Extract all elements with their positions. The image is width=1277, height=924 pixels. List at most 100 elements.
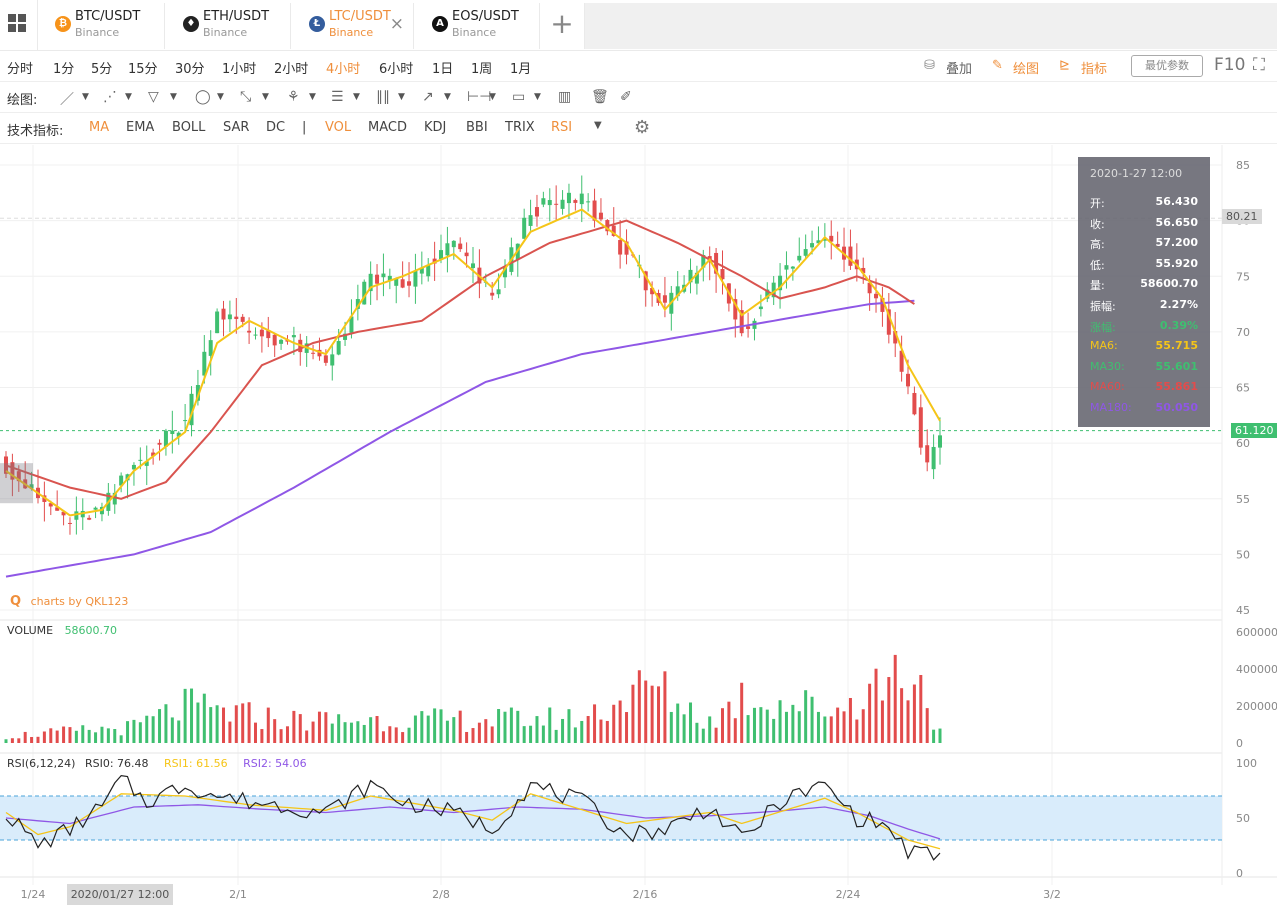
overlay-button[interactable]: 叠加: [946, 62, 973, 77]
tooltip-key: MA6:: [1090, 339, 1118, 353]
crosshair-highlight: [0, 463, 33, 504]
line-tool-icon[interactable]: ／: [60, 92, 74, 108]
interval-5分[interactable]: 5分: [91, 62, 113, 77]
indicator-dc[interactable]: DC: [266, 120, 286, 135]
dropdown-caret-icon[interactable]: ▼: [217, 92, 224, 102]
indicator-label: 技术指标:: [7, 124, 64, 139]
delete-icon[interactable]: 🗑: [591, 89, 609, 105]
candle-body: [323, 355, 328, 363]
arrow-tool-icon[interactable]: ↗: [422, 89, 434, 105]
tooltip-key: MA60:: [1090, 380, 1125, 394]
dropdown-caret-icon[interactable]: ▼: [534, 92, 541, 102]
dropdown-caret-icon[interactable]: ▼: [82, 92, 89, 102]
candle-body: [662, 295, 667, 303]
dropdown-caret-icon[interactable]: ▼: [170, 92, 177, 102]
interval-1日[interactable]: 1日: [432, 62, 454, 77]
volume-value: 58600.70: [64, 624, 118, 637]
gann-tool-icon[interactable]: ∥∥: [376, 89, 390, 105]
interval-1月[interactable]: 1月: [510, 62, 532, 77]
channel-tool-icon[interactable]: ▽: [148, 89, 159, 105]
indicator-button[interactable]: 指标: [1081, 62, 1108, 77]
indicator-sar[interactable]: SAR: [223, 120, 250, 135]
dropdown-caret-icon[interactable]: ▼: [309, 92, 316, 102]
tab-ltc-usdt[interactable]: Ł LTC/USDT Binance ×: [291, 3, 414, 49]
indicator-chart-icon[interactable]: ⊵: [1059, 58, 1070, 73]
shape-tool-icon[interactable]: ◯: [195, 89, 211, 105]
candle-body: [701, 254, 706, 268]
indicator-ma[interactable]: MA: [89, 120, 110, 135]
volume-bar: [823, 716, 827, 743]
volume-legend: VOLUME 58600.70: [7, 624, 117, 637]
fullscreen-icon[interactable]: ⛶: [1253, 55, 1265, 75]
price-chart[interactable]: 8580757065605550456000004000002000000100…: [0, 145, 1277, 924]
interval-分时[interactable]: 分时: [7, 62, 34, 77]
dropdown-caret-icon[interactable]: ▼: [489, 92, 496, 102]
tab-eth-usdt[interactable]: ♦ ETH/USDT Binance: [165, 3, 291, 49]
bar-style-icon[interactable]: ▥: [558, 89, 572, 105]
volume-bar: [234, 705, 238, 743]
pattern-tool-icon[interactable]: ⚘: [287, 89, 300, 105]
interval-6小时[interactable]: 6小时: [379, 62, 414, 77]
indicator-boll[interactable]: BOLL: [172, 120, 206, 135]
date-axis-label: 3/2: [1043, 888, 1061, 901]
tab-eos-usdt[interactable]: A EOS/USDT Binance: [414, 3, 540, 49]
indicator-ema[interactable]: EMA: [126, 120, 155, 135]
interval-30分[interactable]: 30分: [175, 62, 205, 77]
dropdown-caret-icon[interactable]: ▼: [398, 92, 405, 102]
zigzag-tool-icon[interactable]: ⤡: [240, 89, 252, 105]
interval-15分[interactable]: 15分: [128, 62, 158, 77]
dropdown-caret-icon[interactable]: ▼: [125, 92, 132, 102]
volume-bar: [912, 684, 916, 743]
candle-body: [675, 286, 680, 297]
volume-bar: [548, 707, 552, 743]
dropdown-caret-icon[interactable]: ▼: [353, 92, 360, 102]
volume-bar: [541, 725, 545, 743]
volume-bar: [810, 696, 814, 743]
add-tab-button[interactable]: +: [540, 3, 585, 49]
text-tool-icon[interactable]: ▭: [512, 89, 526, 105]
candle-body: [279, 339, 284, 344]
interval-1小时[interactable]: 1小时: [222, 62, 257, 77]
qkl-logo-icon: Q: [10, 594, 22, 609]
volume-bar: [637, 670, 641, 743]
more-indicators-caret-icon[interactable]: ▼: [594, 120, 602, 131]
volume-bar: [17, 738, 21, 743]
indicator-macd[interactable]: MACD: [368, 120, 407, 135]
volume-bar: [100, 726, 104, 743]
dropdown-caret-icon[interactable]: ▼: [262, 92, 269, 102]
tab-btc-usdt[interactable]: ₿ BTC/USDT Binance: [37, 3, 165, 49]
volume-bar: [158, 709, 162, 743]
interval-2小时[interactable]: 2小时: [274, 62, 309, 77]
indicator-trix[interactable]: TRIX: [505, 120, 535, 135]
eraser-icon[interactable]: ✐: [620, 89, 632, 105]
volume-bar: [74, 730, 78, 743]
volume-bar: [260, 729, 264, 743]
indicator-toolbar: 技术指标: MA EMA BOLL SAR DC | VOL MACD KDJ BBI TRIX RS…: [0, 113, 1277, 144]
volume-bar: [381, 731, 385, 743]
ray-tool-icon[interactable]: ⋰: [103, 89, 117, 105]
indicator-vol[interactable]: VOL: [325, 120, 352, 135]
candle-body: [765, 289, 770, 299]
f10-button[interactable]: F10: [1214, 55, 1246, 75]
volume-bar: [119, 735, 123, 743]
draw-button[interactable]: 绘图: [1013, 62, 1040, 77]
settings-gear-icon[interactable]: ⚙: [634, 117, 651, 138]
pencil-icon[interactable]: ✎: [992, 58, 1003, 73]
grid-menu-icon[interactable]: [0, 0, 38, 50]
candle-body: [432, 258, 437, 264]
interval-1分[interactable]: 1分: [53, 62, 75, 77]
indicator-rsi[interactable]: RSI: [551, 120, 573, 135]
measure-tool-icon[interactable]: ⊢⊣: [467, 89, 492, 105]
close-tab-icon[interactable]: ×: [389, 14, 404, 34]
indicator-bbi[interactable]: BBI: [466, 120, 488, 135]
dropdown-caret-icon[interactable]: ▼: [444, 92, 451, 102]
indicator-kdj[interactable]: KDJ: [424, 120, 447, 135]
layers-icon[interactable]: ⛁: [924, 58, 935, 73]
volume-bar: [394, 727, 398, 743]
interval-1周[interactable]: 1周: [471, 62, 493, 77]
best-params-button[interactable]: 最优参数: [1131, 55, 1203, 77]
interval-4小时[interactable]: 4小时: [326, 62, 361, 77]
candle-body: [586, 201, 591, 203]
fib-tool-icon[interactable]: ☰: [331, 89, 344, 105]
candle-body: [790, 266, 795, 269]
